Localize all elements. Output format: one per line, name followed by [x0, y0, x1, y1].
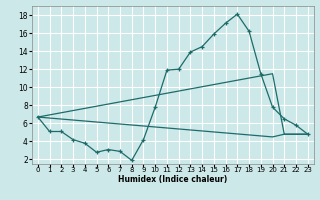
- X-axis label: Humidex (Indice chaleur): Humidex (Indice chaleur): [118, 175, 228, 184]
